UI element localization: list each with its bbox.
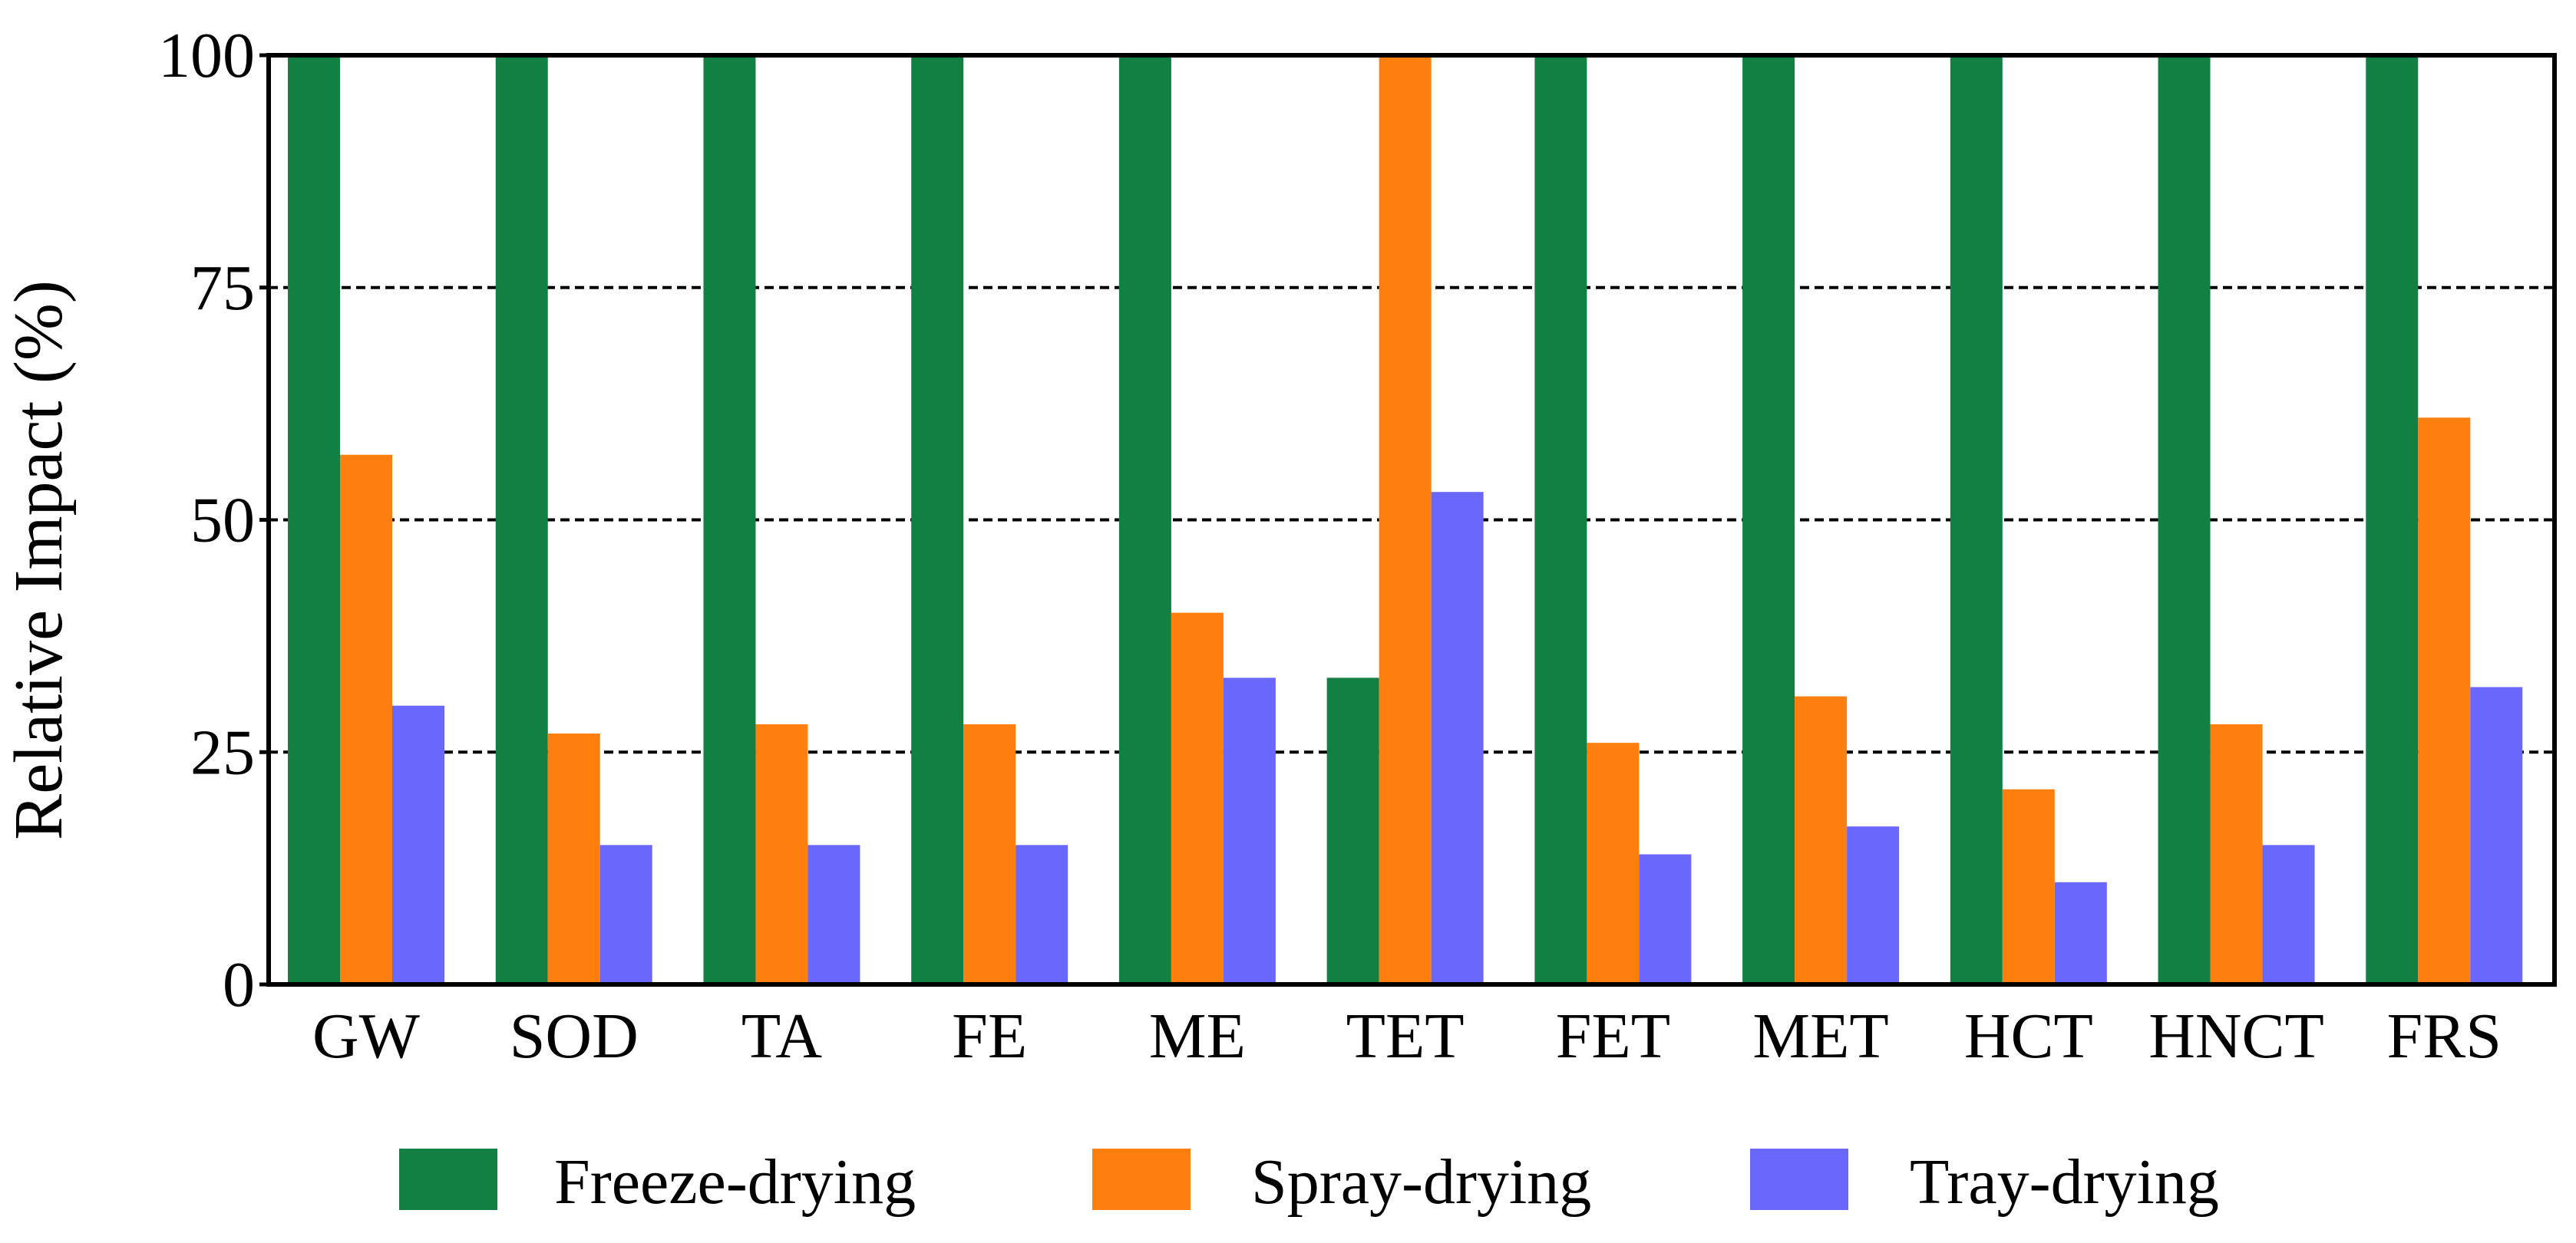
bar-me-tray-drying: [1223, 678, 1276, 984]
bar-met-freeze-drying: [1742, 55, 1795, 984]
bar-hct-freeze-drying: [1950, 55, 2003, 984]
y-tick-label-0: 0: [223, 949, 255, 1020]
bar-fe-freeze-drying: [911, 55, 964, 984]
bar-me-freeze-drying: [1118, 55, 1171, 984]
x-tick-label-gw: GW: [312, 1001, 421, 1072]
legend-swatch-freeze-drying: [399, 1149, 497, 1210]
bar-gw-freeze-drying: [288, 55, 340, 984]
x-tick-label-fet: FET: [1556, 1001, 1670, 1072]
bars: [288, 55, 2523, 984]
bar-sod-tray-drying: [599, 845, 652, 984]
bar-fe-spray-drying: [963, 724, 1016, 984]
bar-met-spray-drying: [1795, 696, 1848, 984]
bar-frs-tray-drying: [2470, 687, 2523, 984]
bar-fet-freeze-drying: [1534, 55, 1587, 984]
bar-met-tray-drying: [1847, 826, 1900, 984]
bar-fet-tray-drying: [1639, 854, 1692, 984]
bar-tet-spray-drying: [1379, 55, 1432, 984]
legend: Freeze-drying Spray-drying Tray-drying: [399, 1146, 2219, 1218]
bar-tet-tray-drying: [1431, 492, 1484, 984]
y-ticks: 0 25 50 75 100: [158, 20, 269, 1020]
bar-fe-tray-drying: [1016, 845, 1068, 984]
bar-hnct-freeze-drying: [2158, 55, 2211, 984]
x-tick-label-fe: FE: [952, 1001, 1027, 1072]
x-tick-label-met: MET: [1752, 1001, 1888, 1072]
bar-frs-freeze-drying: [2366, 55, 2419, 984]
bar-me-spray-drying: [1171, 612, 1224, 984]
y-axis-label: Relative Impact (%): [1, 280, 77, 840]
bar-sod-freeze-drying: [495, 55, 548, 984]
bar-gw-spray-drying: [340, 454, 392, 984]
x-tick-label-hnct: HNCT: [2148, 1001, 2324, 1072]
x-tick-label-ta: TA: [741, 1001, 823, 1072]
bar-ta-freeze-drying: [703, 55, 756, 984]
bar-hnct-spray-drying: [2210, 724, 2263, 984]
x-tick-label-hct: HCT: [1964, 1001, 2093, 1072]
x-tick-label-sod: SOD: [510, 1001, 639, 1072]
y-tick-label-75: 75: [190, 252, 255, 324]
bar-tet-freeze-drying: [1326, 678, 1379, 984]
bar-ta-tray-drying: [807, 845, 860, 984]
axes: [266, 53, 2557, 987]
legend-label-spray-drying: Spray-drying: [1251, 1146, 1591, 1218]
legend-swatch-tray-drying: [1750, 1149, 1848, 1210]
x-tick-label-frs: FRS: [2387, 1001, 2502, 1072]
y-tick-label-100: 100: [158, 20, 255, 91]
bar-hct-spray-drying: [2002, 789, 2055, 984]
bar-fet-spray-drying: [1587, 743, 1640, 984]
x-ticks: GW SOD TA FE ME TET FET MET HCT HNCT FRS: [312, 1001, 2502, 1072]
bar-hnct-tray-drying: [2262, 845, 2315, 984]
bar-frs-spray-drying: [2418, 417, 2471, 984]
bar-sod-spray-drying: [547, 734, 600, 984]
bar-hct-tray-drying: [2054, 882, 2107, 984]
bar-gw-tray-drying: [392, 705, 444, 984]
legend-swatch-spray-drying: [1092, 1149, 1191, 1210]
y-tick-label-25: 25: [190, 717, 255, 788]
legend-label-tray-drying: Tray-drying: [1910, 1146, 2219, 1218]
legend-label-freeze-drying: Freeze-drying: [554, 1146, 916, 1218]
x-tick-label-me: ME: [1149, 1001, 1246, 1072]
bar-ta-spray-drying: [755, 724, 808, 984]
x-tick-label-tet: TET: [1346, 1001, 1465, 1072]
y-tick-label-50: 50: [190, 485, 255, 556]
